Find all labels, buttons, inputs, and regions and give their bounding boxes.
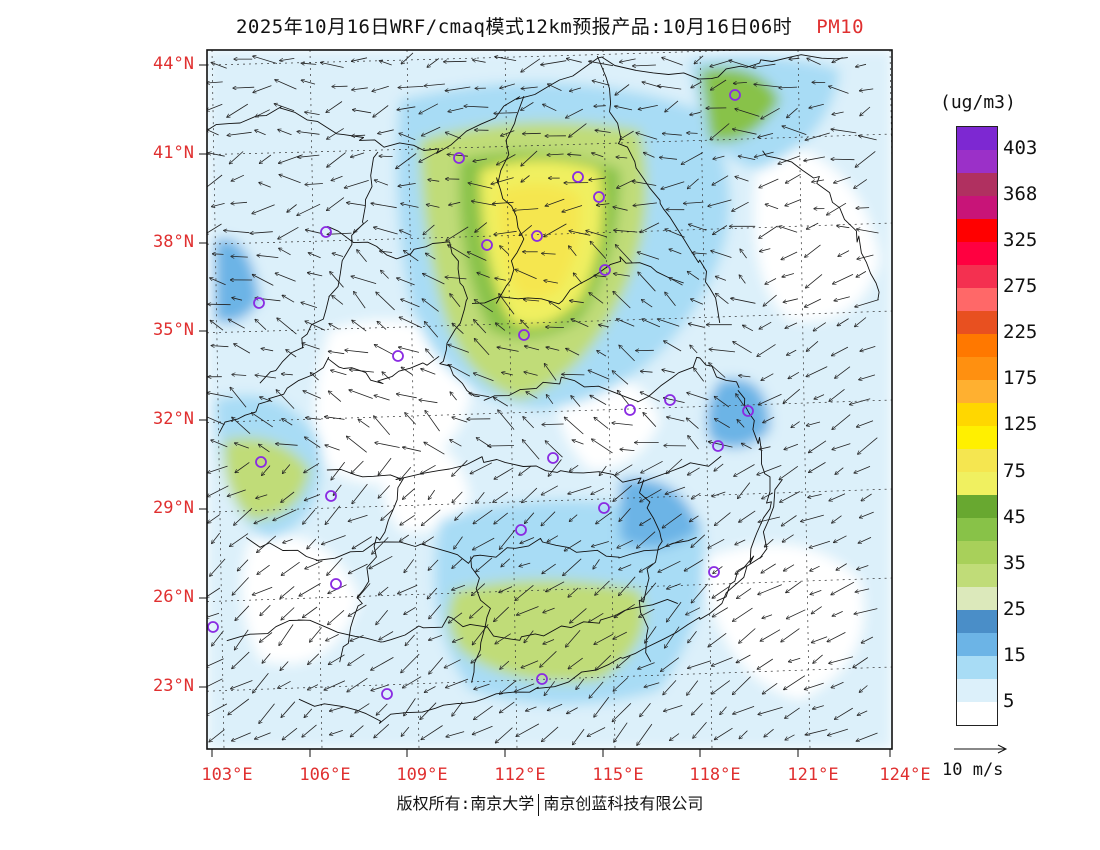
station-marker bbox=[255, 456, 267, 468]
color-bar-label: 368 bbox=[1003, 182, 1038, 205]
color-swatch bbox=[957, 610, 997, 633]
legend-unit: (ug/m3) bbox=[940, 92, 1016, 113]
axis-ticks bbox=[199, 64, 891, 757]
color-bar-label: 403 bbox=[1003, 136, 1038, 159]
station-marker bbox=[593, 191, 605, 203]
wind-vectors bbox=[207, 52, 879, 745]
copyright-divider bbox=[538, 793, 540, 816]
lat-label: 23°N bbox=[153, 676, 194, 696]
lon-label: 109°E bbox=[396, 765, 448, 785]
lon-label: 118°E bbox=[689, 765, 741, 785]
color-bar-label: 15 bbox=[1003, 643, 1026, 666]
station-marker bbox=[515, 524, 527, 536]
station-marker bbox=[207, 621, 219, 633]
station-marker bbox=[481, 239, 493, 251]
title-variable: PM10 bbox=[816, 16, 865, 38]
lon-label: 121°E bbox=[787, 765, 839, 785]
station-marker bbox=[392, 350, 404, 362]
color-swatch bbox=[957, 633, 997, 656]
station-marker bbox=[518, 329, 530, 341]
color-bar bbox=[956, 126, 998, 726]
color-swatch bbox=[957, 127, 997, 150]
copyright-company: 南京创蓝科技有限公司 bbox=[543, 794, 704, 813]
color-swatch bbox=[957, 518, 997, 541]
map-title: 2025年10月16日WRF/cmaq模式12km预报产品:10月16日06时 … bbox=[0, 12, 1100, 39]
color-bar-label: 275 bbox=[1003, 275, 1038, 298]
lat-label: 44°N bbox=[153, 54, 194, 74]
lon-label: 124°E bbox=[879, 765, 931, 785]
color-swatch bbox=[957, 173, 997, 196]
wind-scale-arrowhead bbox=[997, 744, 1008, 754]
station-marker bbox=[598, 502, 610, 514]
station-marker bbox=[320, 226, 332, 238]
map-frame bbox=[206, 49, 893, 750]
station-marker bbox=[599, 264, 611, 276]
station-marker bbox=[664, 394, 676, 406]
color-swatch bbox=[957, 334, 997, 357]
color-swatch bbox=[957, 564, 997, 587]
station-marker bbox=[381, 688, 393, 700]
color-swatch bbox=[957, 656, 997, 679]
lat-label: 38°N bbox=[153, 232, 194, 252]
color-bar-label: 175 bbox=[1003, 367, 1038, 390]
lat-label: 26°N bbox=[153, 587, 194, 607]
station-marker bbox=[330, 578, 342, 590]
wind-scale-label: 10 m/s bbox=[942, 760, 1004, 780]
title-main: 2025年10月16日WRF/cmaq模式12km预报产品:10月16日06时 bbox=[235, 16, 793, 38]
station-marker bbox=[708, 566, 720, 578]
color-swatch bbox=[957, 587, 997, 610]
color-bar-label: 125 bbox=[1003, 413, 1038, 436]
station-marker bbox=[742, 405, 754, 417]
station-marker bbox=[624, 404, 636, 416]
color-swatch bbox=[957, 311, 997, 334]
color-swatch bbox=[957, 541, 997, 564]
color-bar-label: 35 bbox=[1003, 551, 1026, 574]
color-swatch bbox=[957, 702, 997, 725]
color-swatch bbox=[957, 679, 997, 702]
color-bar-label: 225 bbox=[1003, 321, 1038, 344]
color-swatch bbox=[957, 242, 997, 265]
station-marker bbox=[325, 490, 337, 502]
copyright-owner: 版权所有:南京大学 bbox=[396, 794, 535, 813]
station-marker bbox=[712, 440, 724, 452]
color-swatch bbox=[957, 380, 997, 403]
lon-label: 106°E bbox=[299, 765, 351, 785]
lon-label: 115°E bbox=[592, 765, 644, 785]
station-marker bbox=[253, 297, 265, 309]
color-bar-label: 5 bbox=[1003, 690, 1015, 712]
color-swatch bbox=[957, 449, 997, 472]
lat-label: 29°N bbox=[153, 498, 194, 518]
lat-label: 35°N bbox=[153, 320, 194, 340]
station-marker bbox=[536, 673, 548, 685]
color-swatch bbox=[957, 357, 997, 380]
station-marker bbox=[453, 152, 465, 164]
color-swatch bbox=[957, 495, 997, 518]
color-bar-label: 325 bbox=[1003, 229, 1038, 251]
station-marker bbox=[547, 452, 559, 464]
station-marker bbox=[729, 89, 741, 101]
lon-label: 112°E bbox=[494, 765, 546, 785]
lat-label: 41°N bbox=[153, 143, 194, 163]
color-swatch bbox=[957, 265, 997, 288]
color-bar-label: 75 bbox=[1003, 459, 1026, 482]
color-swatch bbox=[957, 403, 997, 426]
station-marker bbox=[572, 171, 584, 183]
color-bar-label: 45 bbox=[1003, 505, 1026, 528]
color-swatch bbox=[957, 472, 997, 495]
color-swatch bbox=[957, 426, 997, 449]
color-swatch bbox=[957, 288, 997, 311]
color-swatch bbox=[957, 196, 997, 219]
copyright: 版权所有:南京大学 南京创蓝科技有限公司 bbox=[0, 790, 1100, 816]
color-bar-label: 25 bbox=[1003, 597, 1026, 620]
city-stations bbox=[207, 89, 754, 700]
station-marker bbox=[531, 230, 543, 242]
color-swatch bbox=[957, 150, 997, 173]
color-swatch bbox=[957, 219, 997, 242]
lat-label: 32°N bbox=[153, 409, 194, 429]
lon-label: 103°E bbox=[201, 765, 253, 785]
